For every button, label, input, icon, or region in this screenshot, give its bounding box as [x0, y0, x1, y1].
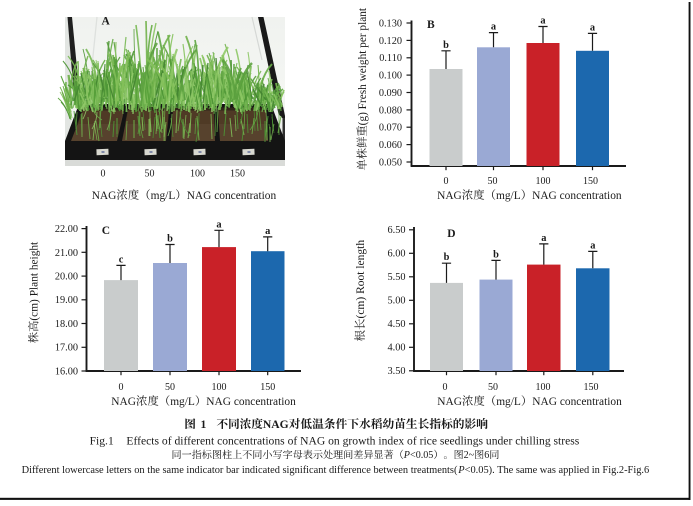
- svg-text:mg/L: mg/L: [170, 396, 195, 408]
- svg-text:150: 150: [584, 382, 599, 393]
- svg-text:b: b: [444, 252, 450, 263]
- svg-text:6.50: 6.50: [387, 225, 405, 236]
- svg-text:(g): (g): [357, 112, 369, 125]
- svg-text:3.50: 3.50: [387, 366, 405, 377]
- svg-text:150: 150: [260, 382, 275, 393]
- svg-text:100: 100: [190, 169, 205, 180]
- svg-text:0.110: 0.110: [379, 53, 402, 64]
- svg-text:17.00: 17.00: [55, 343, 78, 354]
- svg-text:0.090: 0.090: [379, 88, 402, 99]
- svg-text:Plant height: Plant height: [29, 241, 41, 296]
- svg-text:100: 100: [536, 176, 551, 187]
- svg-text:2~: 2~: [464, 450, 475, 461]
- svg-text:0.070: 0.070: [379, 123, 402, 134]
- svg-text:Effects of different concentra: Effects of different concentrations of N…: [126, 434, 579, 447]
- svg-text:0.100: 0.100: [379, 71, 402, 82]
- svg-text:a: a: [540, 16, 546, 27]
- svg-text:0: 0: [101, 169, 106, 180]
- svg-text:6: 6: [484, 450, 489, 461]
- svg-text:4.00: 4.00: [387, 343, 405, 354]
- svg-text:0.050: 0.050: [379, 157, 402, 168]
- svg-text:0.130: 0.130: [379, 18, 402, 29]
- svg-text:Different lowercase letters on: Different lowercase letters on the same …: [22, 465, 458, 476]
- svg-text:c: c: [119, 254, 124, 265]
- svg-text:50: 50: [145, 169, 155, 180]
- svg-text:16.00: 16.00: [55, 366, 78, 377]
- svg-text:19.00: 19.00: [55, 295, 78, 306]
- svg-text:a: a: [216, 219, 222, 230]
- svg-text:NAG concentration: NAG concentration: [187, 190, 277, 202]
- svg-text:0.060: 0.060: [379, 140, 402, 151]
- svg-text:NAG: NAG: [111, 396, 136, 408]
- svg-text:150: 150: [230, 169, 245, 180]
- svg-text:D: D: [447, 228, 455, 240]
- svg-text:0: 0: [444, 176, 449, 187]
- svg-text:4.50: 4.50: [387, 319, 405, 330]
- svg-text:P: P: [457, 465, 465, 476]
- svg-text:1: 1: [201, 418, 207, 431]
- svg-text:C: C: [102, 225, 110, 237]
- svg-text:5.50: 5.50: [387, 272, 405, 283]
- svg-text:a: a: [265, 226, 271, 237]
- svg-text:6.00: 6.00: [387, 249, 405, 260]
- svg-text:NAG: NAG: [437, 190, 462, 202]
- svg-text:b: b: [167, 234, 173, 245]
- svg-text:50: 50: [488, 176, 498, 187]
- svg-text:Fig.1: Fig.1: [90, 434, 114, 447]
- svg-text:Fresh weight per plant: Fresh weight per plant: [357, 7, 369, 109]
- svg-text:b: b: [493, 249, 499, 260]
- svg-text:0.080: 0.080: [379, 105, 402, 116]
- svg-text:b: b: [443, 40, 449, 51]
- svg-text:P: P: [403, 450, 410, 461]
- svg-text:21.00: 21.00: [55, 248, 78, 259]
- svg-text:NAG concentration: NAG concentration: [532, 396, 622, 408]
- svg-text:a: a: [590, 22, 596, 33]
- svg-text:mg/L: mg/L: [496, 190, 521, 202]
- svg-text:mg/L: mg/L: [496, 396, 521, 408]
- svg-text:mg/L: mg/L: [151, 190, 176, 202]
- svg-text:5.00: 5.00: [387, 296, 405, 307]
- svg-text:a: a: [590, 240, 596, 251]
- svg-text:0.120: 0.120: [379, 36, 402, 47]
- svg-text:<0.05: <0.05: [410, 450, 433, 461]
- svg-text:0: 0: [443, 382, 448, 393]
- svg-text:a: a: [491, 22, 497, 33]
- svg-text:NAG concentration: NAG concentration: [206, 396, 296, 408]
- svg-text:A: A: [102, 16, 111, 28]
- svg-text:50: 50: [488, 382, 498, 393]
- svg-text:a: a: [541, 233, 547, 244]
- svg-text:22.00: 22.00: [55, 224, 78, 235]
- svg-text:0: 0: [119, 382, 124, 393]
- svg-text:<0.05). The same was applied i: <0.05). The same was applied in Fig.2-Fi…: [465, 465, 650, 476]
- svg-text:NAG concentration: NAG concentration: [532, 190, 622, 202]
- svg-text:(cm): (cm): [355, 297, 367, 319]
- svg-text:NAG: NAG: [92, 190, 117, 202]
- svg-text:(cm): (cm): [29, 299, 41, 321]
- svg-text:100: 100: [536, 382, 551, 393]
- svg-text:Root length: Root length: [355, 240, 367, 294]
- svg-text:20.00: 20.00: [55, 272, 78, 283]
- svg-text:150: 150: [583, 176, 598, 187]
- svg-text:NAG: NAG: [263, 418, 289, 431]
- svg-text:100: 100: [212, 382, 227, 393]
- svg-text:18.00: 18.00: [55, 319, 78, 330]
- svg-text:B: B: [427, 19, 435, 31]
- svg-text:NAG: NAG: [437, 396, 462, 408]
- svg-text:50: 50: [165, 382, 175, 393]
